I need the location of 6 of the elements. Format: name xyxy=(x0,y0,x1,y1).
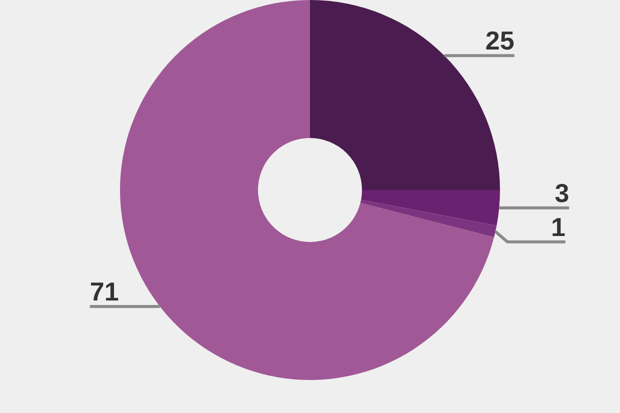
donut-slice xyxy=(361,190,500,226)
data-label: 25 xyxy=(485,26,514,56)
data-label: 1 xyxy=(550,212,566,242)
data-label: 71 xyxy=(90,276,119,306)
data-label: 3 xyxy=(554,178,570,208)
donut-slice xyxy=(360,200,497,238)
